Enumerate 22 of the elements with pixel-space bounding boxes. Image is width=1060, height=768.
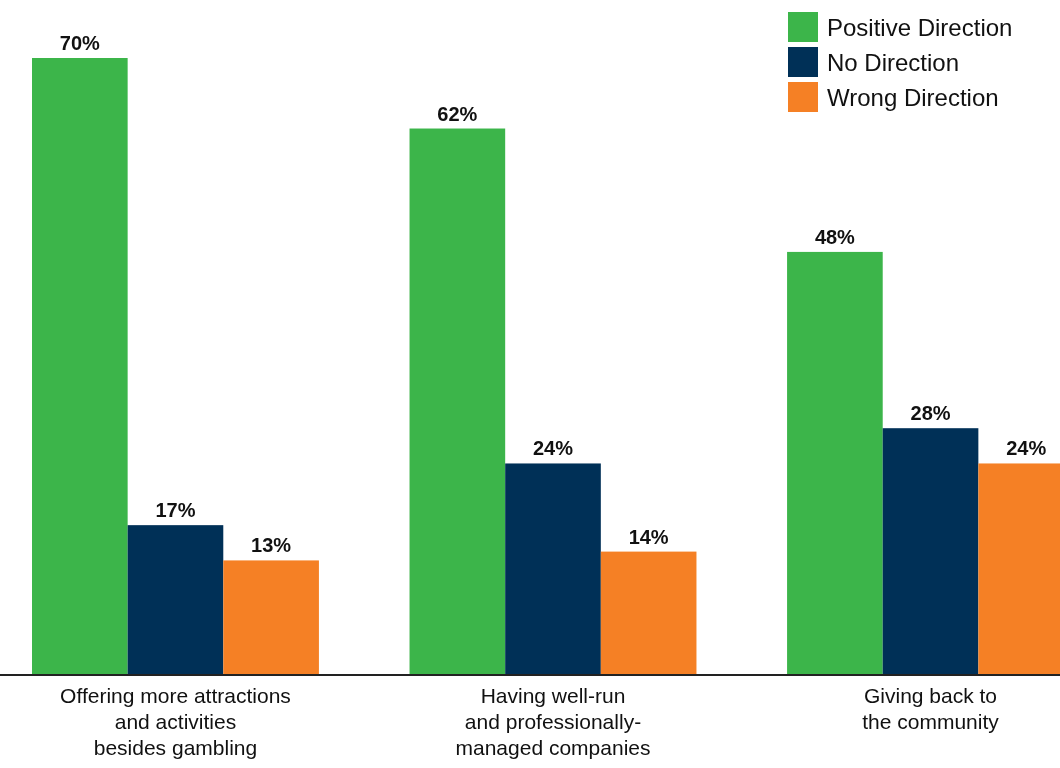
legend-label: Wrong Direction — [827, 84, 999, 111]
data-label: 62% — [437, 102, 478, 125]
bar — [223, 560, 319, 675]
legend-label: No Direction — [827, 49, 960, 76]
data-label: 48% — [814, 225, 856, 248]
data-label: 24% — [1006, 437, 1047, 460]
data-label: 14% — [628, 525, 669, 548]
data-label: 13% — [251, 534, 292, 557]
bar — [32, 58, 128, 675]
x-tick-label: Offering more attractions and activities besides gambling — [60, 684, 291, 759]
bar — [600, 551, 697, 675]
x-tick-label: Giving back to the community — [862, 684, 1000, 733]
bar — [127, 525, 224, 675]
legend-label: Positive Direction — [827, 14, 1013, 41]
data-label: 17% — [155, 499, 196, 522]
bar — [505, 463, 601, 675]
data-label: 28% — [910, 402, 951, 425]
bar — [409, 128, 506, 675]
data-label: 24% — [532, 437, 574, 460]
x-tick-label: Having well-run and professionally- managed companies — [455, 684, 651, 759]
bar — [787, 251, 883, 675]
data-label: 70% — [59, 32, 101, 54]
